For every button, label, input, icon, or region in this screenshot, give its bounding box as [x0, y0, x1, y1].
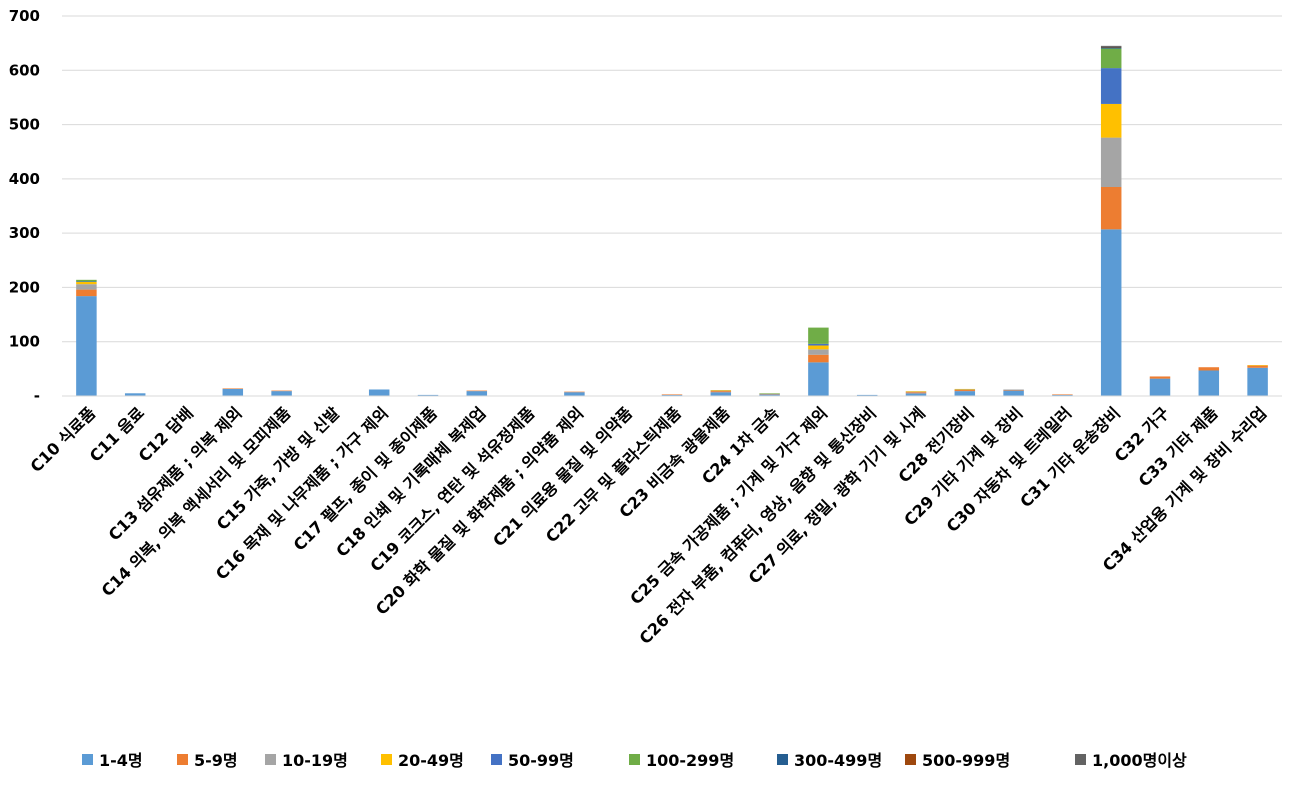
legend-swatch-7	[905, 754, 916, 765]
bar-segment-0-1	[76, 289, 97, 297]
bar-segment-8-0	[466, 391, 488, 396]
bar-segment-0-5	[76, 279, 97, 282]
legend-swatch-4	[491, 754, 502, 765]
bar-segment-22-1	[1149, 376, 1171, 379]
y-tick-label: -	[34, 387, 40, 405]
y-axis-ticks: - 100 200 300 400 500 600 700	[9, 7, 40, 405]
y-tick-label: 100	[9, 333, 40, 351]
y-tick-label: 400	[9, 170, 40, 188]
legend-swatch-1	[177, 754, 188, 765]
legend-label: 10-19명	[282, 751, 348, 770]
bar-segment-15-0	[808, 362, 829, 396]
bar-segment-18-1	[954, 390, 976, 392]
bar-segment-15-5	[808, 327, 829, 344]
bar-segment-21-7	[1100, 46, 1122, 48]
bar-segment-21-6	[1100, 47, 1122, 49]
bar-segment-0-3	[76, 282, 97, 285]
legend-label: 1-4명	[99, 751, 143, 770]
legend-label: 20-49명	[398, 751, 464, 770]
category-label: C10 식료품	[27, 403, 100, 476]
bar-segment-21-2	[1100, 137, 1122, 187]
bar-segment-21-8	[1100, 45, 1122, 47]
bar-segment-14-1	[759, 393, 780, 395]
bar-segment-19-2	[1003, 389, 1024, 391]
bar-segment-15-4	[808, 343, 829, 346]
bar-segment-17-1	[905, 392, 927, 394]
category-label: C27 의료, 정밀, 광학 기기 및 시계	[745, 403, 929, 587]
legend-swatch-3	[381, 754, 392, 765]
bar-segment-18-3	[954, 388, 976, 390]
bar-segment-15-1	[808, 354, 829, 363]
y-tick-label: 600	[9, 61, 40, 79]
bar-segment-13-0	[710, 392, 732, 396]
bar-segment-14-5	[759, 393, 780, 394]
bar-segment-17-0	[905, 393, 927, 396]
bar-segment-6-0	[368, 389, 390, 396]
bar-segment-12-1	[661, 394, 683, 395]
bar-segment-0-4	[76, 281, 97, 282]
legend-swatch-2	[265, 754, 276, 765]
bar-segment-17-3	[905, 391, 927, 392]
legend-label: 100-299명	[646, 751, 734, 770]
legend-label: 5-9명	[194, 751, 238, 770]
bar-segment-22-0	[1149, 378, 1171, 396]
bar-segment-20-0	[1052, 394, 1073, 396]
bar-segment-24-0	[1247, 367, 1268, 396]
bar-segment-21-4	[1100, 68, 1122, 104]
y-tick-label: 700	[9, 7, 40, 25]
bar-segment-3-1	[222, 388, 244, 389]
legend-swatch-8	[1075, 754, 1086, 765]
bar-segment-0-0	[76, 296, 97, 396]
bar-segment-24-1	[1247, 365, 1268, 368]
legend: 1-4명 5-9명 10-19명 20-49명 50-99명 100-299명 300-49…	[82, 751, 1187, 770]
bar-segment-21-5	[1100, 48, 1122, 69]
bars	[76, 45, 1268, 396]
bar-segment-23-1	[1198, 367, 1220, 371]
y-tick-label: 500	[9, 116, 40, 134]
bar-segment-7-0	[417, 394, 439, 396]
bar-segment-4-1	[271, 390, 292, 392]
bar-segment-8-1	[466, 390, 488, 392]
bar-segment-21-1	[1100, 187, 1122, 230]
legend-label: 500-999명	[922, 751, 1010, 770]
bar-segment-18-2	[954, 389, 976, 391]
bar-segment-13-1	[710, 391, 732, 393]
bar-segment-17-2	[905, 391, 927, 393]
bar-segment-19-1	[1003, 390, 1024, 391]
y-tick-label: 200	[9, 278, 40, 296]
bar-segment-23-0	[1198, 370, 1220, 396]
bar-segment-21-3	[1100, 103, 1122, 138]
bar-segment-1-0	[124, 393, 146, 396]
bar-segment-13-2	[710, 390, 732, 392]
bar-segment-19-0	[1003, 390, 1024, 396]
bar-segment-4-0	[271, 391, 292, 396]
bar-segment-0-2	[76, 284, 97, 290]
bar-segment-16-0	[856, 394, 878, 396]
bar-segment-10-1	[564, 391, 585, 393]
legend-swatch-6	[777, 754, 788, 765]
gridlines	[62, 15, 1282, 343]
legend-swatch-5	[629, 754, 640, 765]
bar-segment-20-1	[1052, 394, 1073, 395]
bar-segment-3-0	[222, 388, 244, 396]
y-tick-label: 300	[9, 224, 40, 242]
bar-segment-15-3	[808, 345, 829, 350]
bar-segment-24-3	[1247, 365, 1268, 366]
bar-segment-21-0	[1100, 229, 1122, 396]
bar-segment-15-2	[808, 349, 829, 355]
legend-label: 1,000명이상	[1092, 751, 1187, 770]
bar-segment-12-0	[661, 394, 683, 396]
legend-label: 50-99명	[508, 751, 574, 770]
legend-swatch-0	[82, 754, 93, 765]
bar-segment-10-0	[564, 392, 585, 396]
legend-label: 300-499명	[794, 751, 882, 770]
bar-segment-13-3	[710, 390, 732, 391]
bar-segment-18-0	[954, 391, 976, 396]
bar-segment-14-0	[759, 394, 780, 396]
